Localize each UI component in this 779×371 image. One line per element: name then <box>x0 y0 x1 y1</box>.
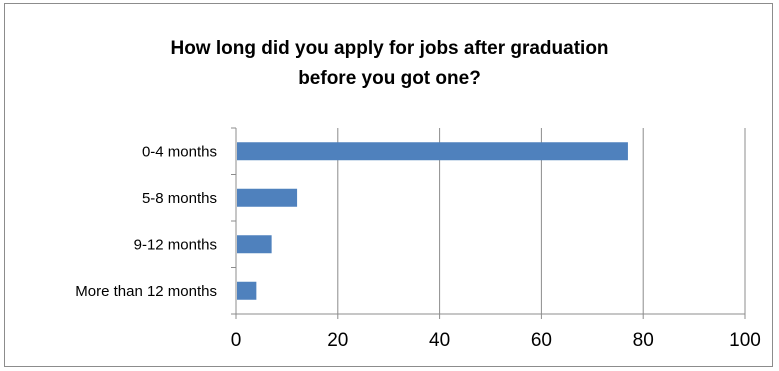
chart-title: How long did you apply for jobs after gr… <box>0 34 779 94</box>
x-tick-label-20: 20 <box>327 330 348 351</box>
bars <box>237 142 628 300</box>
bar-3 <box>237 281 257 300</box>
category-label-3: More than 12 months <box>75 283 217 300</box>
category-label-1: 5-8 months <box>142 190 217 207</box>
bar-1 <box>237 188 298 207</box>
chart-title-line-2: before you got one? <box>298 68 481 89</box>
chart-frame <box>4 3 773 367</box>
x-tick-label-40: 40 <box>429 330 450 351</box>
axes <box>231 127 746 319</box>
category-label-0: 0-4 months <box>142 143 217 160</box>
chart-title-line-1: How long did you apply for jobs after gr… <box>170 38 609 59</box>
category-label-2: 9-12 months <box>134 236 217 253</box>
x-tick-label-80: 80 <box>633 330 654 351</box>
x-tick-label-0: 0 <box>231 330 242 351</box>
x-tick-label-60: 60 <box>531 330 552 351</box>
bar-2 <box>237 235 272 254</box>
bar-0 <box>237 142 628 161</box>
x-tick-label-100: 100 <box>729 330 761 351</box>
labels: 0 20 40 60 80 100 0-4 months 5-8 months 9-12 mon… <box>75 143 761 351</box>
